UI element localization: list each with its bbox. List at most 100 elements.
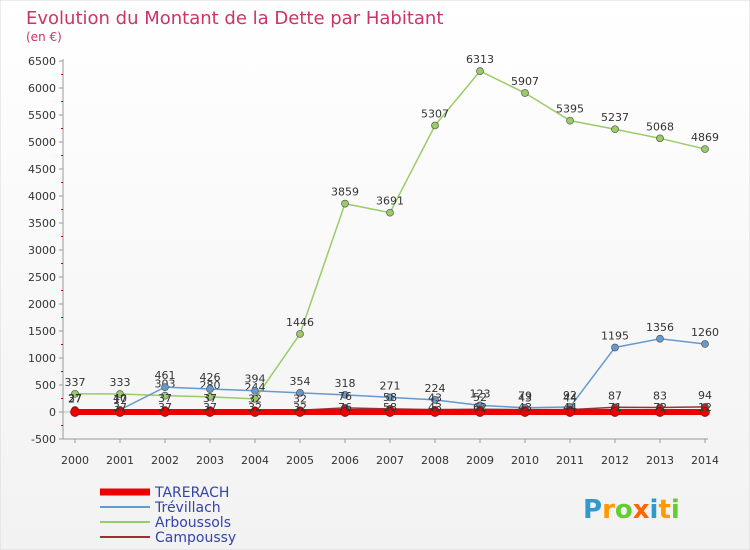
series-tarerach [70,407,710,417]
x-tick-label: 2012 [601,454,629,467]
y-tick-label: 1500 [28,325,56,338]
x-tick-label: 2001 [106,454,134,467]
y-tick-label: 3000 [28,244,56,257]
extra-labels: 37 37 37 32 32 76 58 43 62 43 44 71 72 12 [113,401,712,414]
data-point [701,340,709,348]
data-point [386,208,394,217]
data-label: 5907 [511,75,539,88]
extra-data-label: 44 [563,401,577,414]
data-point [611,125,619,134]
data-label: 44 [563,392,577,405]
extra-data-label: 43 [518,401,532,414]
chart-subtitle: (en €) [26,30,62,44]
legend-label: Campoussy [155,530,236,546]
data-point [295,407,305,417]
x-tick-label: 2003 [196,454,224,467]
x-tick-label: 2004 [241,454,269,467]
extra-data-label: 12 [698,401,712,414]
data-label: 32 [293,392,307,405]
data-label: 5068 [646,120,674,133]
data-point [251,386,259,395]
extra-data-label: 72 [653,401,667,414]
extra-data-label: 37 [158,401,172,414]
data-label: 3859 [331,186,359,199]
data-point [431,121,439,130]
data-point [430,407,440,417]
legend-label: Trévillach [154,500,221,516]
extra-data-label: 76 [338,401,352,414]
data-label: 87 [608,389,622,402]
data-point [206,385,214,393]
x-tick-label: 2009 [466,454,494,467]
y-tick-label: 1000 [28,352,56,365]
data-label: 394 [245,373,266,386]
y-tick-label: 4000 [28,190,56,203]
data-label: 52 [473,391,487,404]
data-point [205,407,215,417]
legend-label: Arboussols [155,515,231,531]
data-point [656,134,664,143]
data-point [385,407,395,417]
data-point [475,407,485,417]
data-label: 58 [383,391,397,404]
data-label: 43 [518,392,532,405]
data-point [566,116,574,125]
y-tick-label: 2500 [28,271,56,284]
data-point [161,383,169,391]
data-label: 4869 [691,131,719,144]
y-tick-label: 6500 [28,55,56,68]
data-label: 224 [425,382,446,395]
data-label: 79 [518,390,532,403]
data-label: 123 [470,387,491,400]
data-point [340,407,350,417]
data-label: 426 [200,371,221,384]
logo-text: Proxiti [583,495,680,525]
data-label: 37 [158,392,172,405]
x-tick-label: 2011 [556,454,584,467]
data-label: 318 [335,377,356,390]
data-label: 1356 [646,321,674,334]
data-point [700,407,710,417]
data-point [701,145,709,153]
data-label: 94 [698,389,712,402]
data-label: 27 [68,393,82,406]
x-tick-label: 2007 [376,454,404,467]
y-tick-label: -500 [31,433,56,446]
data-point [251,394,259,403]
data-point [71,389,79,398]
data-label: 271 [380,379,401,392]
data-point [655,407,665,417]
extra-data-label: 43 [428,401,442,414]
y-tick-label: 5000 [28,136,56,149]
data-point [431,396,439,404]
extra-data-label: 32 [248,401,262,414]
data-point [341,390,349,399]
y-tick-label: 5500 [28,109,56,122]
data-point [386,393,394,402]
data-point [521,89,529,97]
x-tick-label: 2013 [646,454,674,467]
data-label: 5307 [421,107,449,120]
chart-title: Evolution du Montant de la Dette par Hab… [26,8,443,29]
data-label: 5237 [601,111,629,124]
y-tick-label: 4500 [28,163,56,176]
y-tick-label: 500 [35,379,56,392]
data-label: 337 [65,376,86,389]
data-point [610,407,620,417]
data-label: 32 [248,392,262,405]
data-label: 17 [113,393,127,406]
data-label: 3691 [376,195,404,208]
y-tick-label: 3500 [28,217,56,230]
series-layer: 3373333032802441446385936915307631359075… [65,53,719,417]
data-label: 1260 [691,326,719,339]
data-point [520,407,530,417]
data-label: 40 [113,392,127,405]
data-label: 5395 [556,103,584,116]
data-point [116,390,124,398]
data-point [476,67,484,75]
y-tick-label: 6000 [28,82,56,95]
data-point [161,391,169,400]
